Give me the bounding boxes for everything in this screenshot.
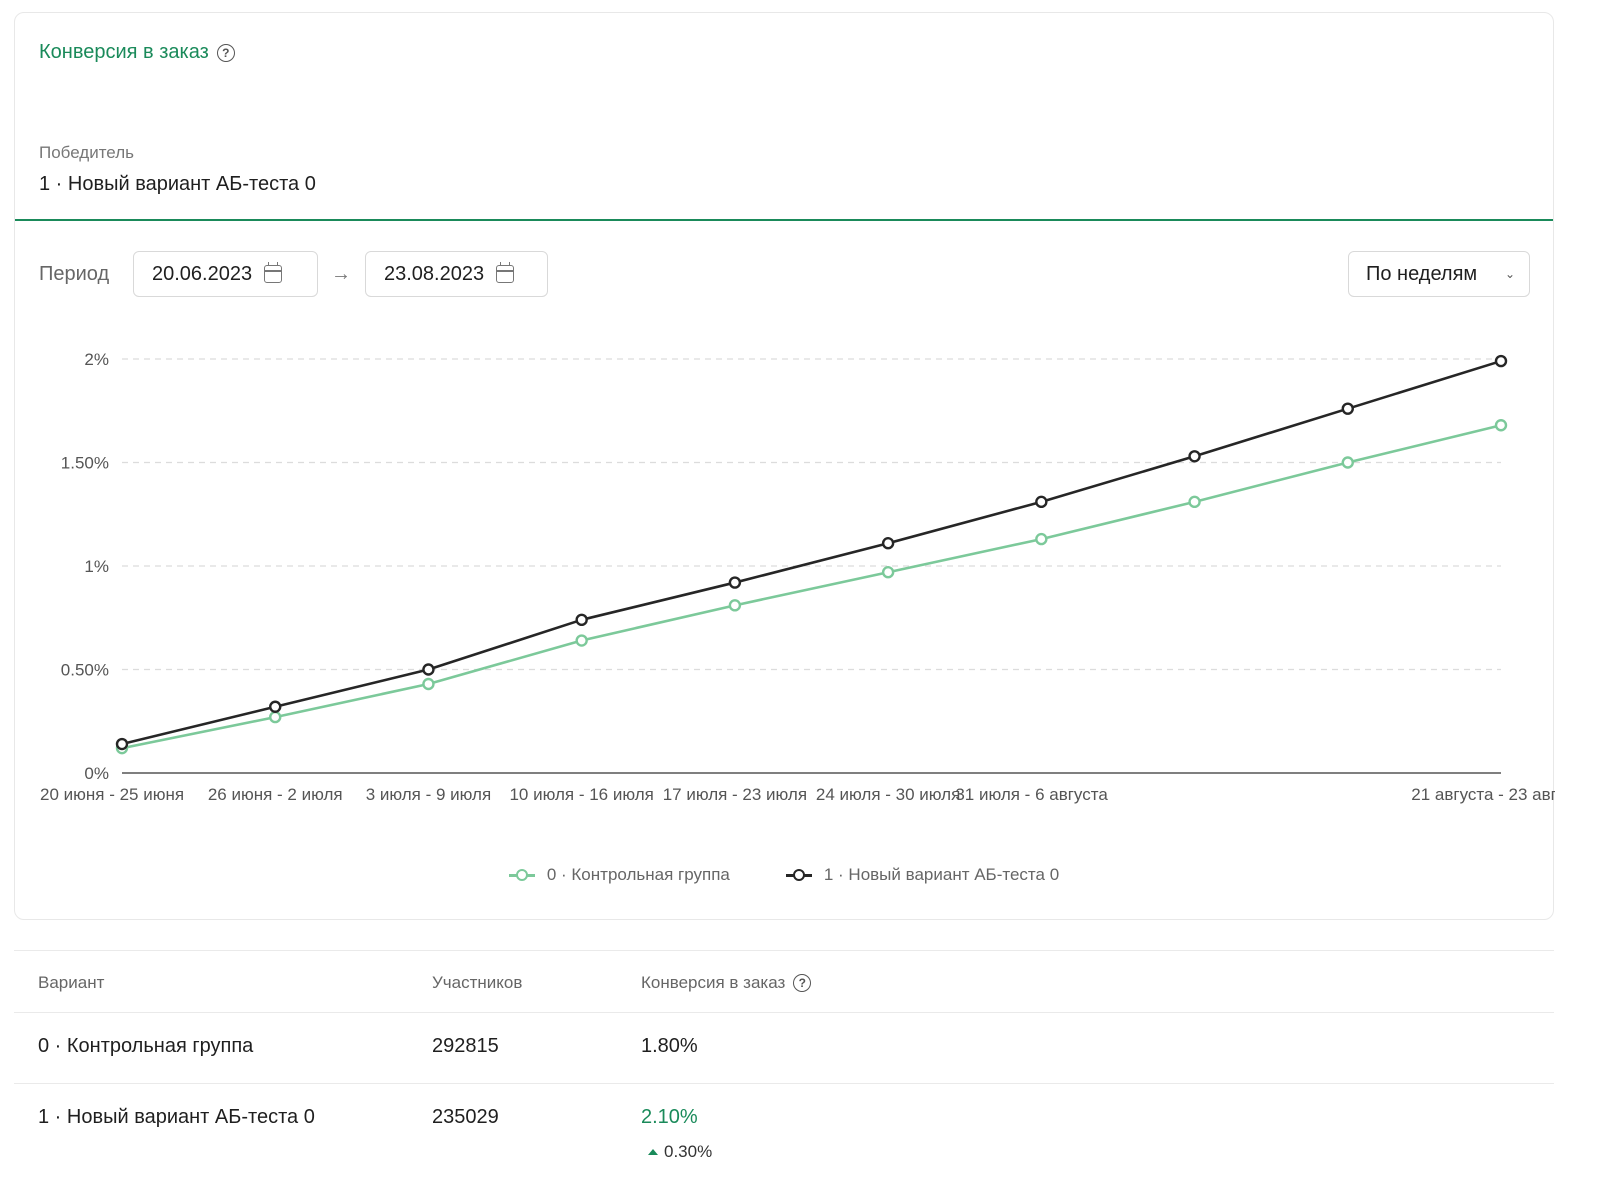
calendar-icon	[496, 262, 515, 283]
header-conversion: Конверсия в заказ ?	[641, 973, 812, 993]
results-table: Вариант Участников Конверсия в заказ ? 0…	[14, 950, 1554, 1183]
x-tick-label: 3 июля - 9 июля	[366, 785, 491, 804]
date-to-value: 23.08.2023	[384, 262, 485, 285]
data-point-variant	[115, 737, 129, 751]
y-tick-label: 0.50%	[61, 661, 109, 680]
data-point-variant	[728, 576, 742, 589]
x-tick-label: 20 июня - 25 июня	[40, 785, 184, 804]
help-icon[interactable]: ?	[793, 974, 812, 992]
chart-legend: 0 · Контрольная группа 1 · Новый вариант…	[15, 865, 1553, 885]
header-participants: Участников	[432, 973, 523, 992]
legend-label-variant: 1 · Новый вариант АБ-теста 0	[823, 865, 1060, 884]
data-point-control	[728, 599, 742, 612]
winner-label: Победитель	[39, 143, 134, 162]
date-from-value: 20.06.2023	[152, 262, 253, 285]
legend-marker-control	[508, 869, 535, 881]
x-tick-label: 21 августа - 23 августа	[1411, 785, 1555, 804]
triangle-up-icon	[648, 1149, 658, 1155]
row-conversion: 1.80%	[641, 1035, 698, 1057]
table-row: 1 · Новый вариант АБ-теста 0 235029 2.10…	[14, 1083, 1554, 1183]
conversion-delta: 0.30%	[648, 1142, 712, 1162]
series-line-variant	[121, 359, 1502, 746]
header-conversion-text: Конверсия в заказ	[641, 973, 786, 992]
data-point-variant	[575, 613, 588, 627]
date-from-input[interactable]: 20.06.2023	[133, 251, 318, 297]
data-point-control	[1494, 419, 1508, 432]
legend-item-variant[interactable]: 1 · Новый вариант АБ-теста 0	[785, 865, 1060, 885]
granularity-select[interactable]: По неделям ⌄	[1348, 251, 1530, 297]
legend-item-control[interactable]: 0 · Контрольная группа	[508, 865, 730, 885]
granularity-value: По неделям	[1366, 262, 1478, 285]
legend-marker-variant	[785, 869, 812, 881]
card-title-text: Конверсия в заказ	[39, 41, 209, 63]
legend-label-control: 0 · Контрольная группа	[546, 865, 730, 884]
y-tick-label: 1%	[84, 557, 109, 576]
help-icon[interactable]: ?	[216, 43, 235, 62]
card-title: Конверсия в заказ ?	[39, 41, 235, 64]
data-point-variant	[1494, 354, 1508, 368]
series-line-control	[121, 423, 1502, 750]
x-tick-label: 26 июня - 2 июля	[208, 785, 343, 804]
data-point-variant	[1188, 450, 1201, 463]
data-point-control	[881, 566, 895, 579]
data-point-control	[1035, 532, 1048, 546]
row-variant: 0 · Контрольная группа	[38, 1035, 254, 1057]
arrow-right-icon: →	[331, 263, 351, 285]
data-point-control	[1188, 495, 1201, 509]
winner-value: 1 · Новый вариант АБ-теста 0	[39, 173, 316, 195]
y-tick-label: 0%	[84, 764, 109, 783]
calendar-icon	[264, 262, 283, 283]
data-point-control	[1341, 456, 1354, 469]
period-label: Период	[39, 263, 110, 285]
table-row: 0 · Контрольная группа 292815 1.80%	[14, 1012, 1554, 1083]
conversion-line-chart: 0% 0.50% 1% 1.50% 2% 20 июня - 25 июня 26 июня…	[40, 350, 1555, 804]
row-conversion: 2.10%	[641, 1106, 698, 1128]
section-divider	[15, 219, 1553, 221]
chevron-down-icon: ⌄	[1504, 267, 1515, 281]
y-tick-label: 1.50%	[61, 454, 109, 473]
conversion-delta-value: 0.30%	[664, 1142, 713, 1161]
data-point-variant	[881, 537, 895, 550]
data-point-variant	[1035, 495, 1048, 509]
date-to-input[interactable]: 23.08.2023	[365, 251, 548, 297]
x-tick-label: 31 июля - 6 августа	[955, 785, 1108, 804]
data-point-variant	[269, 700, 282, 713]
header-variant: Вариант	[38, 973, 105, 992]
y-tick-label: 2%	[84, 350, 109, 369]
data-point-control	[575, 634, 588, 647]
row-participants: 235029	[432, 1106, 499, 1128]
data-point-control	[422, 677, 435, 691]
row-variant: 1 · Новый вариант АБ-теста 0	[38, 1106, 315, 1128]
conversion-card: Конверсия в заказ ? Победитель 1 · Новый…	[14, 12, 1555, 920]
data-point-control	[269, 710, 282, 724]
table-header-row: Вариант Участников Конверсия в заказ ?	[14, 950, 1554, 1012]
data-point-variant	[1341, 402, 1354, 415]
x-tick-label: 24 июля - 30 июля	[816, 785, 960, 804]
x-tick-label: 17 июля - 23 июля	[663, 785, 807, 804]
x-tick-label: 10 июля - 16 июля	[509, 785, 653, 804]
row-participants: 292815	[432, 1035, 499, 1057]
data-point-variant	[422, 663, 435, 676]
